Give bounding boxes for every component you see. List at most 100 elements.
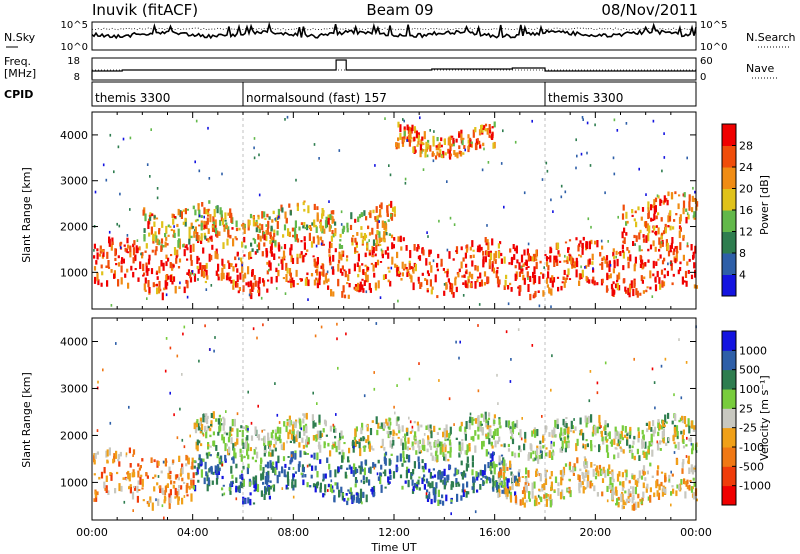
heatmap-cell — [587, 470, 590, 475]
heatmap-cell — [443, 468, 446, 477]
heatmap-cell — [264, 218, 267, 220]
heatmap-cell — [407, 134, 411, 140]
heatmap-cell — [583, 456, 586, 459]
heatmap-cell — [171, 267, 174, 271]
heatmap-cell — [313, 259, 316, 262]
heatmap-cell — [197, 278, 199, 281]
heatmap-cell — [159, 485, 162, 493]
heatmap-cell — [179, 407, 181, 411]
heatmap-cell — [556, 242, 560, 250]
heatmap-cell — [553, 427, 556, 435]
heatmap-cell — [438, 219, 440, 223]
heatmap-cell — [606, 272, 609, 281]
heatmap-cell — [469, 412, 472, 416]
heatmap-cell — [216, 230, 219, 238]
heatmap-cell — [615, 490, 618, 496]
heatmap-cell — [158, 230, 161, 235]
heatmap-cell — [436, 262, 439, 268]
heatmap-cell — [641, 440, 644, 449]
heatmap-cell — [403, 135, 406, 140]
heatmap-cell — [481, 427, 484, 436]
heatmap-cell — [96, 272, 99, 281]
heatmap-cell — [599, 263, 602, 266]
heatmap-cell — [222, 484, 225, 487]
heatmap-cell — [306, 453, 309, 455]
heatmap-cell — [263, 211, 266, 218]
heatmap-cell — [426, 489, 429, 493]
heatmap-cell — [206, 217, 209, 225]
heatmap-cell — [417, 141, 420, 145]
heatmap-cell — [222, 272, 225, 280]
heatmap-cell — [498, 436, 501, 442]
heatmap-cell — [374, 282, 377, 289]
heatmap-cell — [175, 258, 178, 264]
heatmap-cell — [648, 225, 651, 234]
heatmap-cell — [621, 481, 624, 487]
heatmap-cell — [169, 391, 171, 395]
heatmap-cell — [211, 225, 214, 228]
heatmap-cell — [622, 251, 625, 259]
heatmap-cell — [593, 485, 596, 492]
heatmap-cell — [447, 137, 450, 146]
heatmap-cell — [661, 430, 664, 439]
heatmap-cell — [205, 452, 208, 456]
heatmap-cell — [153, 284, 157, 287]
heatmap-cell — [292, 429, 295, 435]
heatmap-cell — [116, 222, 118, 226]
heatmap-cell — [487, 242, 490, 251]
heatmap-cell — [596, 391, 599, 395]
heatmap-cell — [402, 442, 405, 451]
heatmap-cell — [567, 247, 570, 253]
date-title: 08/Nov/2011 — [601, 1, 698, 19]
heatmap-cell — [606, 423, 609, 428]
heatmap-cell — [268, 451, 271, 457]
heatmap-cell — [117, 145, 120, 149]
heatmap-cell — [508, 262, 511, 265]
heatmap-cell — [505, 330, 508, 334]
heatmap-cell — [339, 239, 342, 242]
heatmap-cell — [339, 432, 342, 441]
heatmap-cell — [679, 417, 682, 422]
heatmap-cell — [114, 257, 117, 261]
heatmap-cell — [316, 402, 318, 405]
cpid-frame — [91, 81, 697, 107]
heatmap-cell — [523, 277, 526, 285]
heatmap-cell — [521, 268, 524, 272]
heatmap-cell — [471, 455, 474, 462]
heatmap-cell — [349, 224, 353, 230]
heatmap-cell — [110, 244, 113, 251]
heatmap-cell — [341, 271, 344, 276]
heatmap-cell — [150, 128, 152, 131]
heatmap-cell — [607, 432, 610, 437]
heatmap-cell — [260, 459, 263, 463]
heatmap-cell — [182, 221, 185, 225]
heatmap-cell — [564, 241, 568, 244]
heatmap-cell — [207, 444, 210, 447]
heatmap-cell — [426, 270, 430, 274]
heatmap-cell — [608, 260, 611, 267]
heatmap-cell — [493, 467, 496, 475]
heatmap-cell — [560, 476, 563, 486]
heatmap-cell — [601, 262, 604, 270]
heatmap-cell — [96, 451, 99, 455]
heatmap-cell — [449, 135, 452, 140]
heatmap-cell — [361, 239, 364, 244]
heatmap-cell — [186, 280, 189, 289]
heatmap-cell — [376, 215, 379, 220]
heatmap-cell — [170, 254, 173, 257]
heatmap-cell — [559, 448, 562, 453]
heatmap-cell — [484, 475, 487, 479]
heatmap-cell — [117, 459, 120, 462]
heatmap-cell — [605, 439, 608, 443]
heatmap-cell — [441, 444, 444, 453]
heatmap-cell — [132, 247, 136, 256]
heatmap-cell — [489, 478, 492, 484]
heatmap-cell — [200, 240, 203, 244]
heatmap-cell — [378, 236, 381, 244]
heatmap-cell — [128, 487, 131, 490]
heatmap-cell — [642, 491, 645, 498]
heatmap-cell — [457, 481, 460, 485]
heatmap-cell — [286, 115, 289, 119]
heatmap-cell — [401, 261, 404, 269]
heatmap-cell — [663, 132, 665, 135]
